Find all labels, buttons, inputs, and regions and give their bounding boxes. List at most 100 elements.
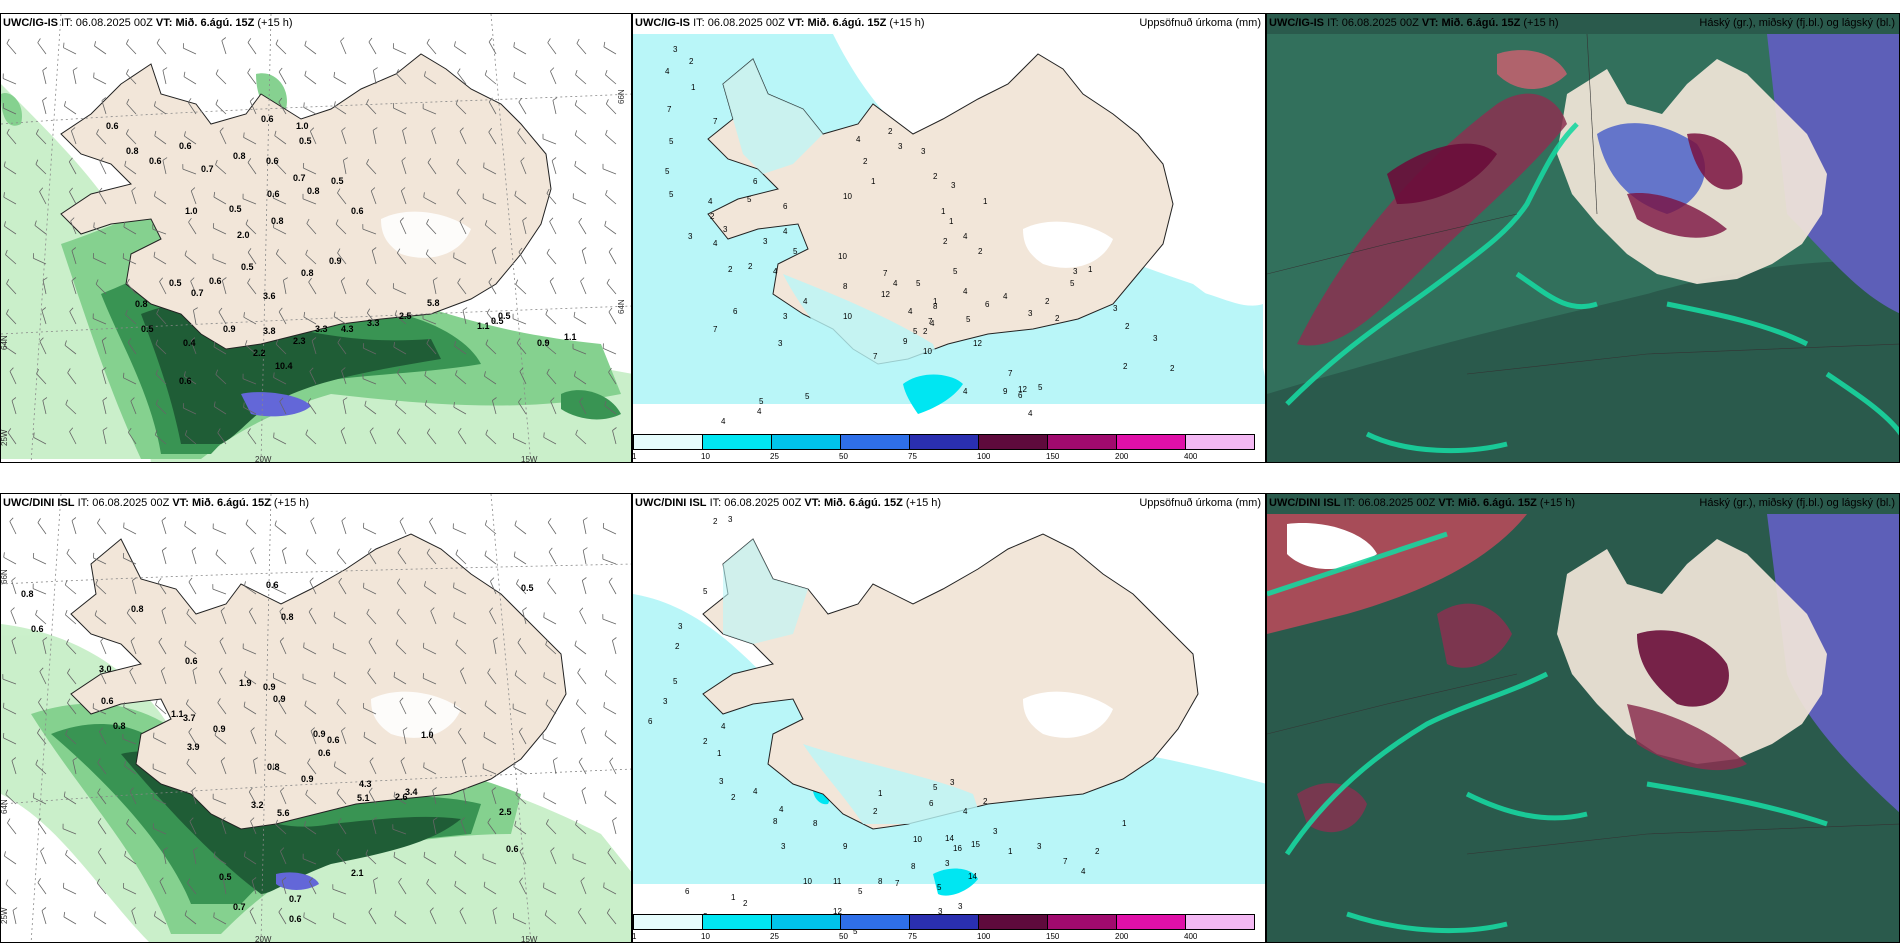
wind-barb: [368, 911, 377, 925]
wind-barb: [152, 768, 167, 775]
wind-barb-flag: [393, 671, 396, 677]
wind-barb-flag: [153, 732, 155, 738]
wind-barb-flag: [222, 277, 227, 281]
wind-barb: [94, 45, 107, 55]
wind-barb: [243, 137, 257, 145]
wind-barb: [189, 821, 197, 835]
precip-value-label: 3: [945, 859, 950, 868]
wind-barb: [156, 313, 167, 325]
wind-barb-flag: [71, 127, 76, 132]
wind-barb: [217, 702, 227, 715]
wind-barb-flag: [154, 430, 158, 436]
wind-barb: [604, 734, 617, 745]
wind-barb: [487, 822, 497, 835]
precip-value-label: 0.7: [201, 164, 214, 174]
wind-barb: [36, 373, 47, 385]
wind-barbs: [2, 517, 617, 925]
wind-barb: [123, 887, 137, 895]
wind-barb-flag: [393, 342, 395, 348]
wind-barb-flag: [278, 97, 283, 103]
wind-barb: [333, 316, 347, 325]
wind-barb: [422, 318, 437, 325]
wind-barb-flag: [547, 518, 552, 523]
wind-barb: [333, 676, 347, 685]
wind-barb: [488, 101, 497, 115]
wind-barb-flag: [516, 579, 519, 584]
wind-barb: [608, 251, 617, 265]
wind-barb-flag: [65, 609, 68, 615]
wind-barb: [281, 880, 287, 895]
wind-barb-flag: [37, 818, 42, 823]
wind-barb-flag: [396, 248, 401, 254]
wind-barb-flag: [491, 247, 497, 251]
wind-barb: [486, 312, 497, 325]
wind-barb: [37, 822, 47, 835]
wind-barb: [310, 520, 317, 535]
wind-barb: [334, 766, 347, 775]
wind-barb-flag: [365, 849, 369, 855]
it-value: 06.08.2025 00Z: [1358, 497, 1436, 509]
wind-barb-flag: [609, 757, 614, 762]
wind-barb: [96, 882, 107, 895]
wind-barb: [422, 108, 437, 115]
wind-barb: [429, 521, 437, 535]
colorbar-tick-label: 1: [632, 452, 637, 461]
wind-barb-flag: [153, 251, 156, 257]
wind-barb-flag: [341, 127, 346, 132]
wind-barb-flag: [604, 670, 608, 676]
wind-barb-flag: [213, 191, 216, 198]
wind-barb-flag: [274, 520, 277, 526]
wind-barb: [278, 71, 287, 85]
wind-barb-flag: [304, 70, 307, 76]
wind-barb: [273, 677, 287, 685]
wind-barb: [273, 767, 287, 775]
wind-barb-flag: [522, 217, 527, 221]
wind-barb-flag: [158, 637, 163, 643]
colorbar-tick-label: 25: [770, 932, 779, 941]
wind-barb-flag: [247, 428, 251, 433]
wind-barb: [580, 730, 587, 745]
cloud-map-panel-top: UWC/IG-IS IT: 06.08.2025 00Z VT: Mið. 6.…: [1266, 13, 1900, 463]
wind-barb-flag: [514, 190, 517, 196]
wind-barb: [5, 254, 17, 265]
wind-barb: [38, 702, 47, 715]
wind-barb-flag: [126, 69, 129, 74]
wind-barb: [247, 72, 257, 85]
colorbar-segment: 1: [633, 434, 703, 461]
precip-value-label: 2.5: [499, 807, 512, 817]
wind-barb-flag: [485, 339, 489, 345]
precip-value-label: 10: [913, 835, 922, 844]
wind-barb-flag: [395, 639, 399, 645]
wind-barb-flag: [183, 371, 186, 377]
wind-barb: [188, 581, 197, 595]
wind-barb-flag: [430, 607, 435, 612]
wind-barb-flag: [67, 698, 71, 704]
wind-barb-flag: [39, 187, 44, 192]
precip-value-label: 0.6: [327, 735, 340, 745]
precip-value-label: 3: [898, 142, 903, 151]
wind-barb-flag: [489, 607, 494, 612]
wind-barb: [515, 284, 527, 295]
wind-barb: [41, 910, 47, 925]
wind-barb: [99, 731, 107, 745]
wind-barb-flag: [155, 339, 159, 345]
wind-barb: [431, 130, 437, 145]
wind-barb: [513, 46, 527, 55]
colorbar-segment: 100: [977, 914, 1048, 941]
wind-barb: [608, 371, 617, 385]
wind-barb-flag: [545, 819, 549, 825]
precip-value-label: 2: [1095, 847, 1100, 856]
wind-barb-flag: [579, 607, 584, 612]
wind-barb-flag: [543, 792, 545, 798]
wind-barb-flag: [187, 98, 192, 103]
panel-title: Háský (gr.), miðský (fj.bl.) og lágský (…: [1699, 497, 1895, 509]
wind-barb: [366, 163, 377, 175]
wind-barb: [33, 557, 47, 565]
wind-barb-flag: [278, 907, 283, 913]
wind-barb-flag: [306, 218, 310, 224]
wind-barb: [612, 820, 617, 835]
wind-barb-flag: [188, 727, 193, 733]
wind-barb: [602, 618, 617, 625]
wind-barb-flag: [574, 160, 577, 166]
wind-barb-flag: [543, 432, 545, 438]
